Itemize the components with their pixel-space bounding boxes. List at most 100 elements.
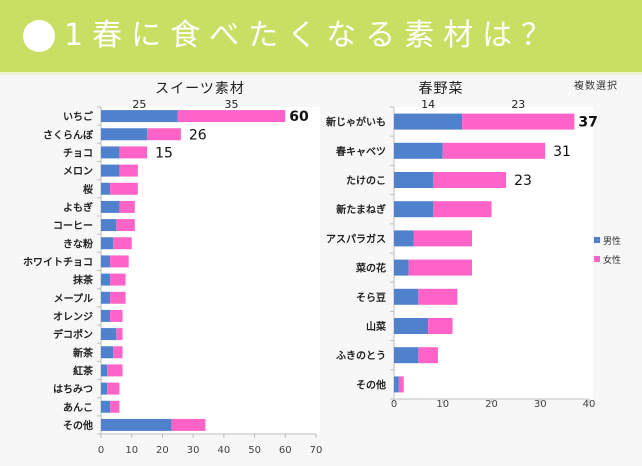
- bar-female: [119, 164, 138, 177]
- bar-female: [107, 382, 120, 395]
- category-label: 桜: [83, 183, 93, 196]
- bar-female: [428, 318, 453, 334]
- x-tick-label: 30: [534, 399, 547, 410]
- bar-female: [433, 201, 492, 218]
- chart-title: 春野菜: [419, 81, 464, 97]
- bar-male: [101, 418, 172, 431]
- total-label: 31: [553, 144, 571, 160]
- segment-value-label: 35: [225, 98, 239, 111]
- x-tick-label: 10: [125, 445, 138, 456]
- category-label: ふきのとう: [336, 350, 386, 362]
- bar-male: [101, 273, 111, 286]
- category-label: きな粉: [63, 237, 93, 250]
- category-label: アスパラガス: [326, 232, 386, 245]
- category-label: その他: [63, 419, 93, 432]
- bar-male: [101, 291, 111, 304]
- x-tick-label: 0: [98, 445, 104, 456]
- bar-male: [101, 255, 111, 268]
- bar-female: [113, 237, 132, 250]
- segment-value-label: 14: [421, 98, 435, 111]
- bar-female: [107, 364, 123, 377]
- total-label: 23: [514, 173, 532, 189]
- category-label: そら豆: [356, 292, 386, 304]
- bar-female: [177, 110, 286, 123]
- page-title: 1春に食べたくなる素材は？: [64, 18, 561, 53]
- bar-male: [394, 230, 414, 247]
- plot-area: [101, 107, 320, 434]
- bar-male: [394, 347, 419, 364]
- bar-female: [442, 142, 546, 159]
- bar-female: [110, 400, 120, 413]
- bar-female: [462, 113, 575, 130]
- category-label: 新茶: [73, 346, 94, 359]
- bar-male: [394, 201, 433, 218]
- title-banner: 1春に食べたくなる素材は？: [0, 0, 642, 75]
- total-label: 15: [155, 145, 173, 161]
- bar-female: [110, 291, 126, 304]
- category-label: 菜の花: [355, 262, 386, 275]
- total-label: 37: [578, 115, 597, 131]
- legend-label: 男性: [603, 235, 621, 247]
- category-label: その他: [356, 378, 386, 391]
- x-tick-label: 20: [156, 445, 169, 456]
- category-label: あんこ: [63, 401, 93, 414]
- bar-female: [119, 146, 148, 159]
- bar-male: [394, 318, 429, 334]
- x-tick-label: 50: [248, 445, 261, 456]
- bar-male: [394, 113, 463, 130]
- bar-female: [110, 182, 138, 195]
- category-label: よもぎ: [63, 201, 93, 214]
- legend-swatch-male: [594, 237, 600, 243]
- legend-label: 女性: [603, 254, 621, 266]
- bar-female: [418, 288, 458, 305]
- category-label: いちご: [63, 110, 94, 123]
- chart-title: スイーツ素材: [155, 81, 245, 97]
- bar-male: [394, 259, 409, 276]
- bar-female: [116, 219, 135, 232]
- bar-female: [110, 309, 123, 322]
- bar-male: [101, 364, 108, 377]
- x-tick-label: 20: [485, 399, 498, 410]
- bar-male: [101, 328, 117, 341]
- category-label: デコポン: [53, 328, 93, 341]
- bar-male: [101, 219, 117, 232]
- bar-male: [101, 400, 111, 413]
- multiple-choice-note: 複数選択: [574, 81, 618, 92]
- x-tick-label: 40: [217, 445, 230, 456]
- bar-male: [394, 376, 399, 393]
- category-label: はちみつ: [53, 384, 93, 396]
- legend-swatch-female: [594, 256, 600, 262]
- bar-male: [101, 128, 148, 141]
- category-label: 抹茶: [73, 274, 94, 287]
- category-label: 新じゃがいも: [326, 116, 386, 129]
- bar-male: [101, 110, 178, 123]
- bar-male: [101, 182, 111, 195]
- category-label: チョコ: [63, 147, 93, 159]
- bar-female: [433, 172, 507, 188]
- x-tick-label: 0: [391, 399, 397, 410]
- category-label: ホワイトチョコ: [23, 256, 93, 268]
- total-label: 60: [289, 109, 309, 125]
- bar-male: [101, 346, 114, 359]
- bar-female: [418, 347, 438, 364]
- segment-value-label: 23: [511, 98, 525, 111]
- total-label: 26: [189, 127, 207, 143]
- bar-female: [398, 376, 404, 393]
- bar-male: [394, 142, 443, 159]
- circle-bullet-icon: [23, 20, 55, 52]
- category-label: コーヒー: [53, 220, 93, 232]
- category-label: 春キャベツ: [336, 145, 386, 158]
- bar-male: [101, 146, 120, 159]
- bar-male: [101, 200, 120, 213]
- category-label: メープル: [54, 292, 93, 305]
- category-label: メロン: [63, 166, 93, 178]
- bar-female: [116, 328, 123, 341]
- bar-female: [110, 255, 129, 268]
- segment-value-label: 25: [132, 98, 146, 111]
- bar-male: [101, 382, 108, 395]
- x-tick-label: 40: [583, 399, 596, 410]
- x-tick-label: 60: [279, 445, 292, 456]
- bar-male: [101, 164, 120, 177]
- x-tick-label: 30: [187, 445, 200, 456]
- category-label: オレンジ: [53, 311, 93, 323]
